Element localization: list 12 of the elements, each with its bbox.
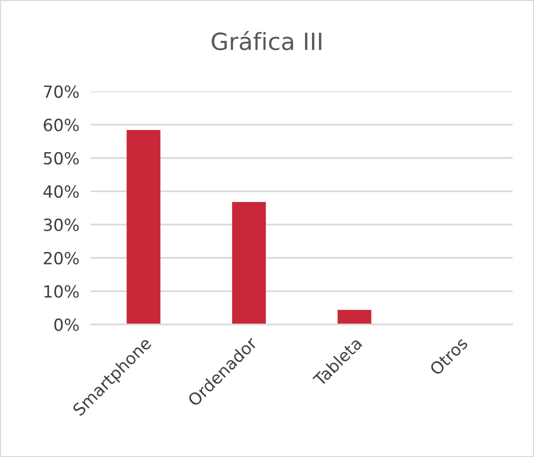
bar	[232, 202, 266, 324]
y-tick-label: 20%	[44, 252, 79, 264]
bar	[126, 130, 160, 324]
y-tick-label: 0%	[54, 318, 79, 332]
y-tick-label: 10%	[44, 285, 79, 298]
y-tick-label: 60%	[44, 118, 79, 132]
chart-title: Gráfica III	[212, 31, 322, 50]
y-tick-label: 50%	[44, 152, 79, 165]
y-tick-label: 70%	[44, 85, 79, 98]
y-tick-label: 30%	[44, 218, 79, 232]
y-tick-label: 40%	[43, 185, 79, 198]
bar	[338, 310, 372, 324]
